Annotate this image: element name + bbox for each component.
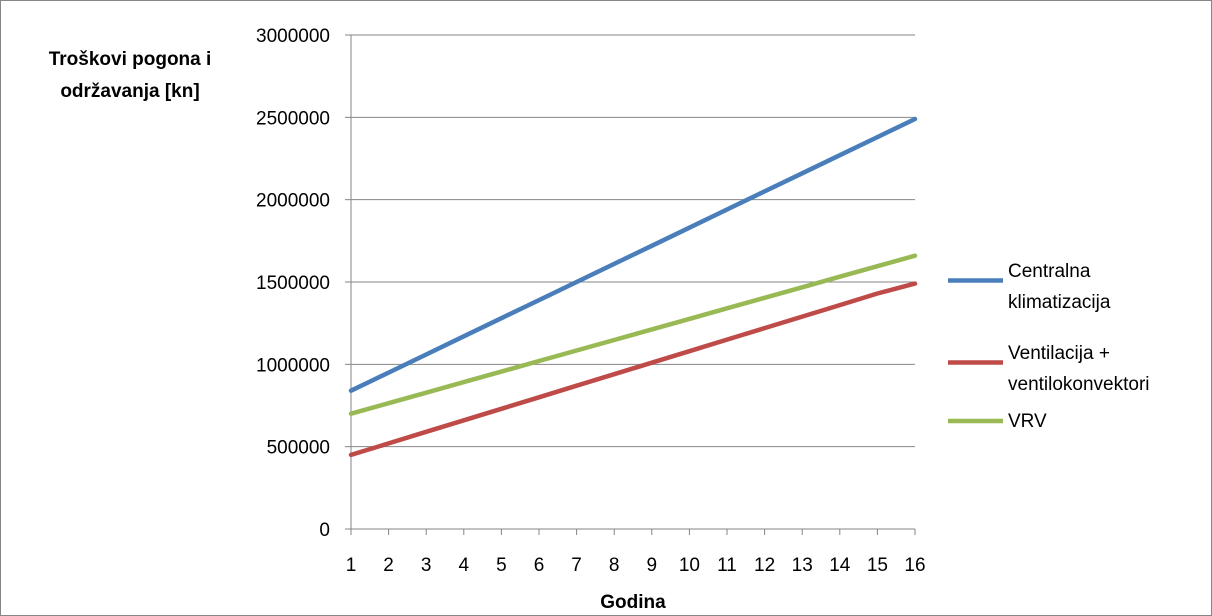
gridlines xyxy=(351,34,915,448)
x-tick-labels: 1 2 3 4 5 6 7 8 9 10 11 12 13 14 15 16 xyxy=(346,555,926,576)
y-tick-label: 500000 xyxy=(267,438,330,459)
y-tick-labels: 0 500000 1000000 1500000 2000000 2500000 30000… xyxy=(256,26,330,541)
legend-label: ventilokonvektori xyxy=(1008,374,1150,395)
x-tick-label: 4 xyxy=(459,555,470,576)
x-tick-label: 10 xyxy=(679,555,700,576)
series-line-1 xyxy=(348,116,918,393)
x-tick-label: 16 xyxy=(904,555,925,576)
legend-entry-3: VRV xyxy=(948,411,1047,432)
x-tick-label: 5 xyxy=(496,555,507,576)
y-axis-title-line-2: održavanja [kn] xyxy=(60,81,199,102)
y-tick-label: 0 xyxy=(319,520,330,541)
x-tick-label: 15 xyxy=(867,555,888,576)
series-line-3 xyxy=(348,253,918,416)
axes xyxy=(345,34,916,535)
y-tick-label: 2000000 xyxy=(256,191,330,212)
series-line-2 xyxy=(348,281,918,458)
legend-label: Ventilacija + xyxy=(1008,343,1110,364)
x-tick-label: 7 xyxy=(571,555,582,576)
y-axis-title-line-1: Troškovi pogona i xyxy=(49,49,212,70)
legend-entry-1: Centralna klimatizacija xyxy=(948,261,1111,313)
legend-label: VRV xyxy=(1008,411,1047,432)
x-tick-label: 11 xyxy=(717,555,737,576)
x-tick-label: 13 xyxy=(792,555,813,576)
x-tick-label: 8 xyxy=(609,555,620,576)
x-tick-label: 9 xyxy=(647,555,658,576)
x-tick-label: 2 xyxy=(383,555,394,576)
legend-label: Centralna xyxy=(1008,261,1091,282)
y-tick-label: 2500000 xyxy=(256,108,330,129)
legend: Centralna klimatizacija Ventilacija + venti… xyxy=(948,261,1150,432)
y-tick-label: 3000000 xyxy=(256,26,330,47)
legend-entry-2: Ventilacija + ventilokonvektori xyxy=(948,343,1150,395)
x-tick-label: 6 xyxy=(534,555,545,576)
x-tick-label: 12 xyxy=(754,555,775,576)
x-axis-title: Godina xyxy=(600,592,666,613)
x-tick-label: 1 xyxy=(346,555,357,576)
y-tick-label: 1500000 xyxy=(256,273,330,294)
series-lines xyxy=(348,116,918,458)
x-tick-label: 14 xyxy=(829,555,851,576)
y-tick-label: 1000000 xyxy=(256,355,330,376)
legend-label: klimatizacija xyxy=(1008,292,1111,313)
x-tick-label: 3 xyxy=(421,555,432,576)
